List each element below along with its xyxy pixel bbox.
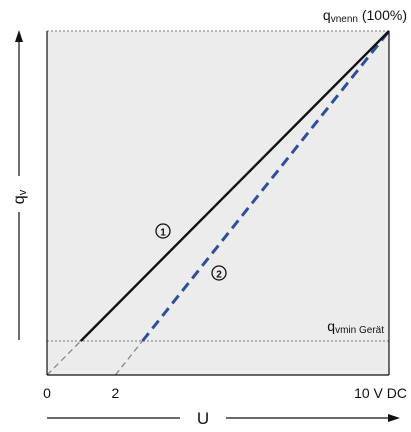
y-axis-label: qv (11, 189, 29, 204)
y-arrow-head (15, 30, 23, 42)
x-tick-label: 10 V DC (354, 385, 407, 401)
min-flow-label: qvmin Gerät (327, 318, 384, 336)
x-axis-label: U (197, 409, 209, 428)
series-1-marker: 1 (160, 228, 166, 239)
series-2-line (141, 30, 391, 342)
x-tick-label: 2 (112, 385, 120, 401)
x-tick-labels: 0 2 10 V DC (43, 385, 407, 401)
series-1-extension-line (46, 340, 82, 376)
max-flow-label: qvnenn (100%) (323, 7, 407, 25)
x-arrow-head (388, 414, 400, 422)
series-2-extension-line (114, 340, 143, 376)
series-1-marker-circle (155, 223, 171, 239)
series-2-marker-circle (211, 265, 227, 281)
series-2-marker: 2 (216, 270, 222, 281)
x-tick-label: 0 (43, 385, 51, 401)
series-1-line (79, 30, 390, 342)
